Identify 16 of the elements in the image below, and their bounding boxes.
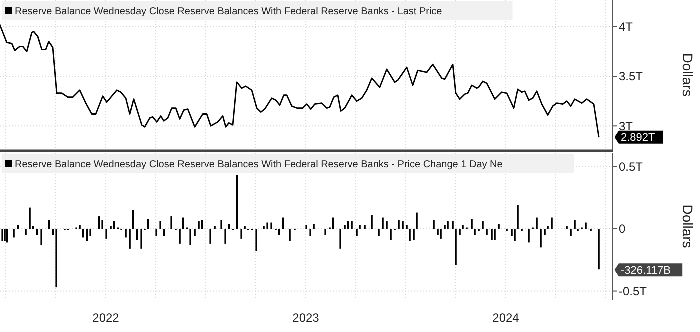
legend-label: Reserve Balance Wednesday Close Reserve Balances With Federal Reserve Banks - Price Change 1 Day Ne — [15, 160, 504, 170]
y-tick-label: -0.5T — [619, 284, 648, 298]
text: 2.892T — [621, 132, 656, 144]
x-tick-label: 2024 — [492, 311, 520, 325]
y-tick-label: 4T — [619, 20, 634, 34]
x-tick-label: 2022 — [92, 311, 120, 325]
y-tick-label: 0 — [619, 222, 626, 236]
y-tick-label: 3T — [619, 119, 634, 134]
y-axis-title: Dollars — [680, 204, 696, 248]
y-axis-title: Dollars — [680, 53, 696, 97]
text: -326.117B — [621, 264, 671, 277]
y-tick-label: 3.5T — [619, 70, 644, 84]
legend-label: Reserve Balance Wednesday Close Reserve Balances With Federal Reserve Banks - Last Price — [15, 6, 443, 18]
x-tick-label: 2023 — [292, 311, 320, 325]
y-tick-label: 0.5T — [619, 160, 644, 174]
line-series — [0, 24, 600, 138]
